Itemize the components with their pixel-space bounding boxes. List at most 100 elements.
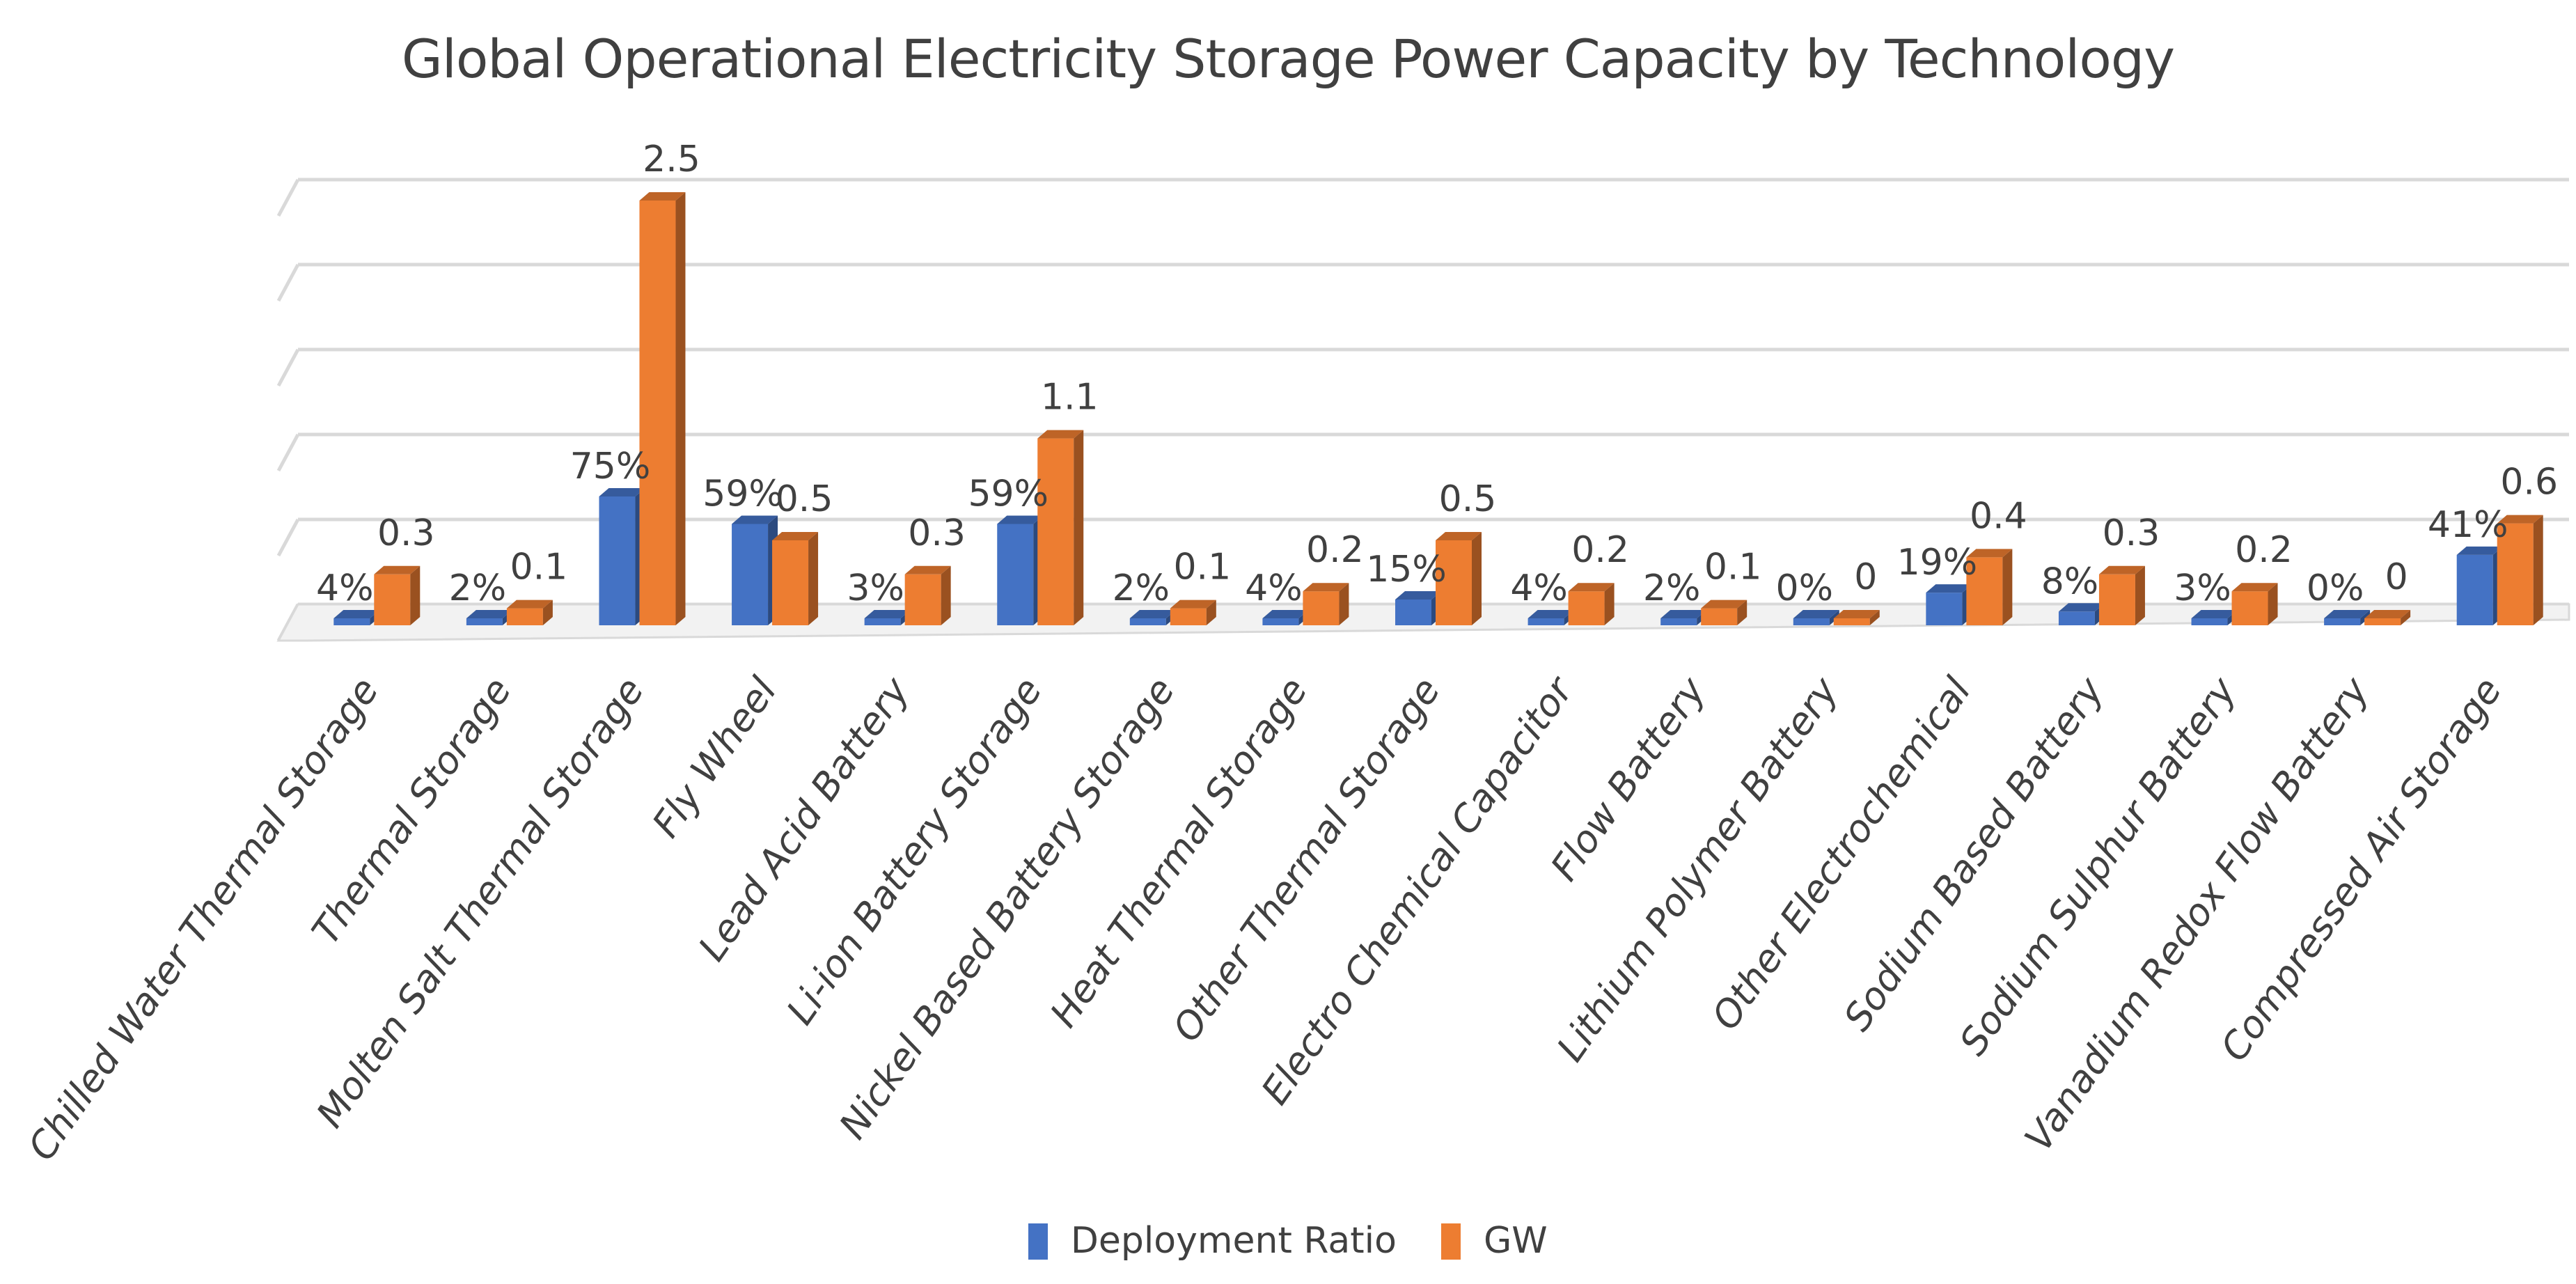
- bar-gw-top: [2497, 515, 2543, 524]
- data-label-gw: 0.5: [1439, 478, 1497, 520]
- bar-deployment-ratio-front: [2456, 554, 2493, 625]
- bar-gw-side: [410, 565, 421, 625]
- bar-deployment-ratio-front: [1527, 618, 1564, 625]
- bar-deployment-ratio-top: [1395, 591, 1441, 600]
- bar-gw-top: [904, 565, 951, 574]
- bar-gw-front: [2497, 523, 2534, 625]
- bar-gw: [639, 192, 686, 625]
- bar-deployment-ratio-top: [1660, 610, 1707, 618]
- x-tick-label: Fly Wheel: [644, 669, 785, 845]
- bar-deployment-ratio-top: [1129, 610, 1176, 618]
- bar-gw-top: [1303, 583, 1349, 592]
- data-label-deployment-ratio: 59%: [968, 473, 1049, 515]
- bar-gw-top: [1037, 430, 1084, 439]
- bar-gw: [1966, 549, 2013, 625]
- data-label-gw: 0.3: [377, 512, 435, 554]
- bar-gw: [1037, 430, 1084, 625]
- bar-gw: [1170, 600, 1216, 625]
- bar-deployment-ratio-front: [997, 524, 1034, 625]
- data-label-deployment-ratio: 3%: [847, 567, 904, 609]
- bar-gw-front: [1037, 438, 1074, 625]
- bar-deployment-ratio-front: [466, 618, 503, 625]
- legend-item-deployment-ratio: Deployment Ratio: [1028, 1220, 1397, 1262]
- legend-item-gw: GW: [1441, 1220, 1548, 1262]
- data-label-deployment-ratio: 2%: [449, 567, 507, 609]
- data-label-gw: 2.5: [643, 139, 700, 180]
- bar-deployment-ratio-front: [2191, 618, 2228, 625]
- bar-gw-side: [808, 532, 819, 625]
- data-label-gw: 0.1: [1173, 547, 1231, 588]
- bar-gw: [374, 565, 421, 625]
- x-tick-label: Other Electrochemical: [1703, 669, 1979, 1038]
- chart-title: Global Operational Electricity Storage P…: [401, 28, 2175, 90]
- data-label-gw: 0.2: [1571, 529, 1629, 571]
- data-label-gw: 0: [2385, 556, 2408, 598]
- bar-gw-side: [1604, 583, 1615, 625]
- x-tick-label: Compressed Air Storage: [2212, 669, 2510, 1069]
- bar-gw-front: [1701, 608, 1738, 625]
- data-label-gw: 0.1: [510, 547, 568, 588]
- bar-deployment-ratio-front: [1395, 600, 1431, 625]
- bar-deployment-ratio-front: [2324, 618, 2361, 625]
- data-label-gw: 0: [1854, 556, 1877, 598]
- bar-deployment-ratio-front: [1660, 618, 1697, 625]
- bar-deployment-ratio: [599, 488, 645, 625]
- bar-gw: [506, 600, 553, 625]
- bar-gw-side: [542, 600, 553, 625]
- bar-gw-front: [639, 201, 676, 625]
- legend-label-deployment-ratio: Deployment Ratio: [1070, 1220, 1397, 1262]
- bar-gw-top: [1833, 610, 1880, 618]
- bar-deployment-ratio-front: [732, 524, 769, 625]
- bar-gw-side: [1206, 600, 1216, 625]
- bar-gw-top: [2098, 565, 2145, 574]
- gridline-depth: [276, 518, 300, 557]
- bar-gw-front: [1833, 618, 1870, 625]
- bar-deployment-ratio-top: [2058, 603, 2105, 612]
- legend-label-gw: GW: [1483, 1220, 1548, 1262]
- gridline-depth: [276, 433, 300, 472]
- data-label-deployment-ratio: 0%: [1776, 567, 1834, 609]
- bar-deployment-ratio: [2456, 546, 2503, 625]
- gridline-depth: [276, 348, 300, 387]
- data-label-gw: 0.2: [2235, 529, 2293, 571]
- bar-gw-front: [1303, 591, 1340, 625]
- bar-deployment-ratio-top: [1793, 610, 1839, 618]
- bar-gw-front: [2231, 591, 2268, 625]
- legend: Deployment Ratio GW: [0, 1220, 2576, 1262]
- bar-gw-top: [2231, 583, 2278, 592]
- bar-gw-front: [1568, 591, 1605, 625]
- data-label-deployment-ratio: 4%: [1245, 567, 1303, 609]
- bar-gw-top: [1568, 583, 1615, 592]
- bar-gw-side: [675, 192, 686, 625]
- bar-deployment-ratio-top: [599, 488, 645, 496]
- bar-deployment-ratio-top: [333, 610, 380, 618]
- data-label-deployment-ratio: 0%: [2307, 567, 2364, 609]
- bar-deployment-ratio-top: [1527, 610, 1574, 618]
- bar-deployment-ratio-top: [1926, 584, 1972, 593]
- data-label-gw: 0.1: [1704, 547, 1762, 588]
- bar-gw-top: [772, 532, 819, 540]
- bar-gw-top: [1701, 600, 1748, 609]
- data-label-deployment-ratio: 8%: [2041, 561, 2099, 602]
- bar-gw-front: [2364, 618, 2401, 625]
- bar-deployment-ratio-front: [2058, 611, 2095, 625]
- bar-deployment-ratio-front: [1926, 593, 1963, 625]
- bar-gw-side: [1869, 610, 1880, 625]
- bar-gw: [904, 565, 951, 625]
- bar-deployment-ratio: [1793, 610, 1839, 625]
- bar-deployment-ratio-top: [1262, 610, 1309, 618]
- data-label-deployment-ratio: 4%: [316, 567, 374, 609]
- data-label-gw: 0.5: [776, 478, 833, 520]
- bar-deployment-ratio-top: [997, 515, 1044, 524]
- bar-gw: [1833, 610, 1880, 625]
- data-label-deployment-ratio: 75%: [570, 446, 651, 487]
- bar-gw-side: [2533, 515, 2543, 625]
- bar-gw-top: [1966, 549, 2013, 558]
- bar-gw: [1568, 583, 1615, 625]
- bar-deployment-ratio-top: [864, 610, 911, 618]
- data-label-deployment-ratio: 59%: [702, 473, 783, 515]
- x-tick-label: Sodium Sulphur Battery: [1951, 668, 2245, 1063]
- data-label-gw: 0.3: [908, 512, 966, 554]
- bar-deployment-ratio-front: [1262, 618, 1299, 625]
